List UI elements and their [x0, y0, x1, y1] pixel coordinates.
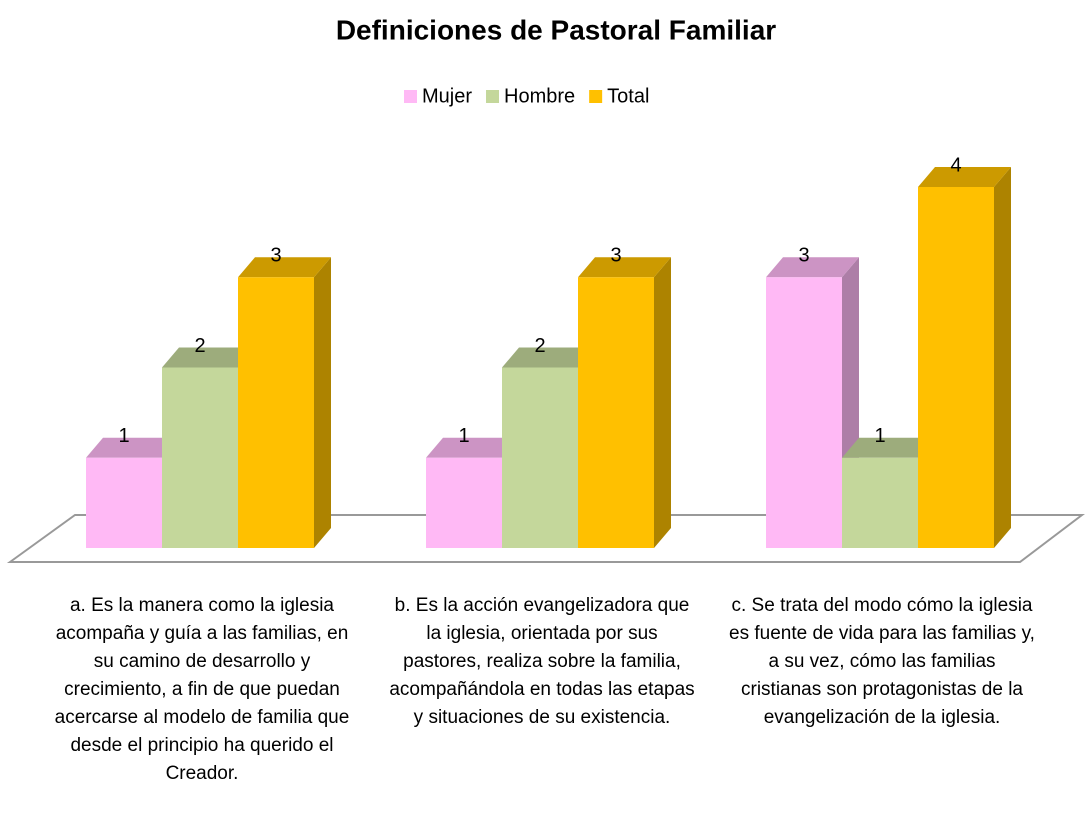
bar — [162, 367, 238, 548]
legend-swatch — [486, 90, 500, 103]
bar — [578, 277, 654, 548]
bar-top — [766, 257, 859, 278]
bar-top — [426, 437, 519, 458]
bar — [502, 367, 578, 548]
x-tick-label: a. Es la manera como la iglesia acompaña… — [54, 595, 350, 784]
bar-side — [654, 257, 671, 548]
data-label: 3 — [270, 245, 281, 267]
bar — [426, 457, 502, 548]
data-label: 3 — [798, 245, 809, 267]
data-label: 3 — [610, 245, 621, 267]
legend-swatch — [404, 90, 417, 103]
x-tick-label: b. Es la acción evangelizadora que la ig… — [389, 595, 695, 728]
chart-title: Definiciones de Pastoral Familiar — [336, 14, 776, 45]
bar-top — [86, 437, 179, 458]
legend-label: Total — [607, 85, 649, 107]
data-label: 1 — [458, 425, 469, 447]
data-label: 1 — [118, 425, 129, 447]
bar — [238, 277, 314, 548]
bar-top — [842, 437, 935, 458]
data-label: 2 — [194, 335, 205, 357]
bar-top — [162, 347, 255, 368]
x-tick-label: c. Se trata del modo cómo la iglesia es … — [729, 595, 1035, 728]
bar-top — [578, 257, 671, 278]
bar-side — [994, 167, 1011, 548]
bar — [918, 187, 994, 548]
legend-label: Mujer — [422, 85, 472, 107]
bar-side — [314, 257, 331, 548]
bar — [86, 457, 162, 548]
data-label: 4 — [950, 154, 961, 176]
legend-swatch — [589, 90, 603, 103]
bar-top — [918, 167, 1011, 187]
bar — [842, 457, 918, 548]
bar-top — [238, 257, 331, 278]
data-label: 1 — [874, 425, 885, 447]
bar — [766, 277, 842, 548]
data-label: 2 — [534, 335, 545, 357]
legend-label: Hombre — [504, 85, 575, 107]
bar-top — [502, 347, 595, 368]
